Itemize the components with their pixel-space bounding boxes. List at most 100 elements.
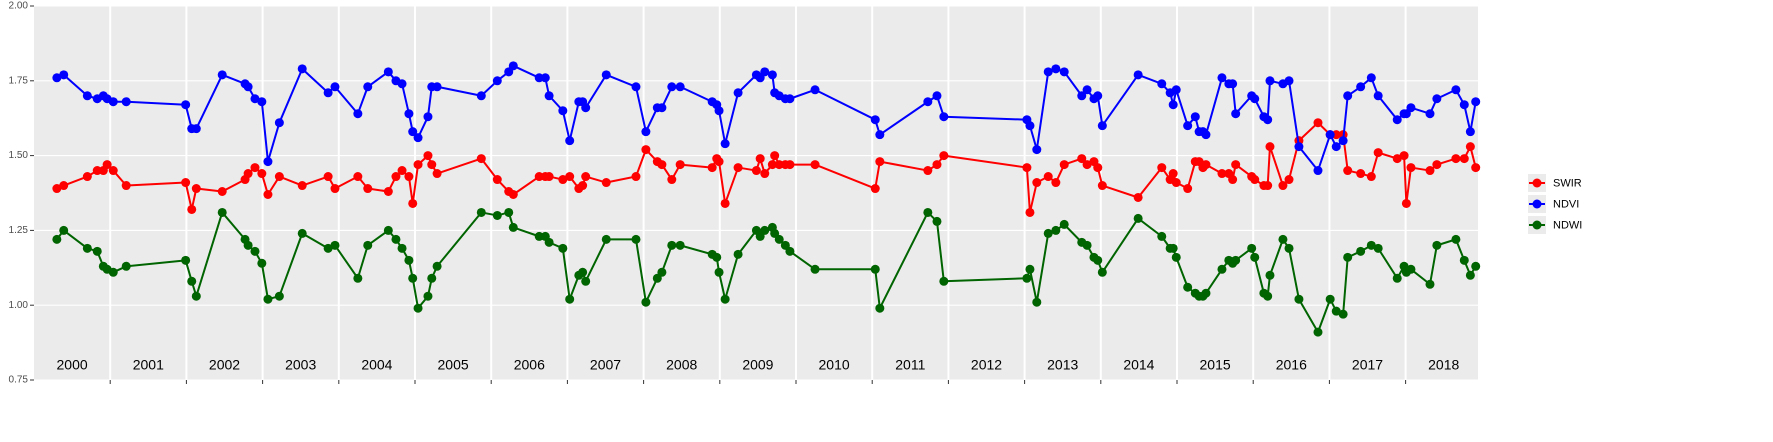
data-point	[1183, 121, 1193, 131]
data-point	[492, 175, 502, 185]
data-point	[1171, 85, 1181, 95]
data-point	[257, 258, 267, 268]
data-point	[667, 175, 677, 185]
data-point	[427, 160, 437, 170]
data-point	[733, 163, 743, 173]
data-point	[250, 246, 260, 256]
data-point	[755, 154, 765, 164]
data-point	[92, 246, 102, 256]
legend-key-point	[1532, 178, 1542, 188]
data-point	[1231, 109, 1241, 119]
data-point	[1373, 148, 1383, 158]
data-point	[1465, 270, 1475, 280]
data-point	[1313, 166, 1323, 176]
data-point	[544, 172, 554, 182]
data-point	[1331, 306, 1341, 316]
data-point	[1231, 255, 1241, 265]
legend-label: SWIR	[1553, 177, 1582, 189]
data-point	[760, 67, 770, 77]
data-point	[1077, 154, 1087, 164]
data-point	[1343, 166, 1353, 176]
year-label: 2008	[666, 357, 697, 373]
data-point	[785, 94, 795, 104]
data-point	[810, 160, 820, 170]
data-point	[59, 225, 69, 235]
data-point	[581, 172, 591, 182]
data-point	[565, 294, 575, 304]
data-point	[52, 234, 62, 244]
data-point	[1025, 121, 1035, 131]
data-point	[578, 181, 588, 191]
data-point	[1051, 225, 1061, 235]
year-label: 2000	[57, 357, 88, 373]
legend-key-point	[1532, 199, 1542, 209]
data-point	[1183, 282, 1193, 292]
data-point	[508, 61, 518, 71]
data-point	[263, 294, 273, 304]
data-point	[432, 261, 442, 271]
data-point	[413, 160, 423, 170]
year-label: 2010	[819, 357, 850, 373]
data-point	[274, 118, 284, 128]
data-point	[1406, 103, 1416, 113]
data-point	[1406, 264, 1416, 274]
data-point	[1201, 288, 1211, 298]
data-point	[187, 204, 197, 214]
data-point	[1471, 163, 1481, 173]
data-point	[939, 276, 949, 286]
data-point	[1263, 181, 1273, 191]
data-point	[404, 109, 414, 119]
data-point	[923, 207, 933, 217]
data-point	[102, 160, 112, 170]
data-point	[1247, 243, 1257, 253]
year-label: 2014	[1123, 357, 1154, 373]
data-point	[397, 79, 407, 89]
data-point	[504, 207, 514, 217]
data-point	[707, 163, 717, 173]
data-point	[1265, 270, 1275, 280]
data-point	[82, 172, 92, 182]
plot-panel	[34, 6, 1478, 380]
data-point	[751, 166, 761, 176]
year-label: 2011	[895, 357, 925, 373]
data-point	[785, 160, 795, 170]
data-point	[1133, 192, 1143, 202]
data-point	[1465, 142, 1475, 152]
data-point	[257, 97, 267, 107]
data-point	[1190, 112, 1200, 122]
year-label: 2004	[361, 357, 392, 373]
data-point	[404, 172, 414, 182]
data-point	[408, 198, 418, 208]
data-point	[1356, 246, 1366, 256]
data-point	[544, 91, 554, 101]
data-point	[1465, 127, 1475, 137]
data-point	[1313, 327, 1323, 337]
data-point	[383, 225, 393, 235]
y-tick-label: 1.00	[9, 300, 29, 311]
data-point	[121, 261, 131, 271]
data-point	[1425, 279, 1435, 289]
data-point	[263, 157, 273, 167]
data-point	[1278, 181, 1288, 191]
data-point	[1459, 255, 1469, 265]
data-point	[263, 189, 273, 199]
data-point	[714, 157, 724, 167]
data-point	[181, 178, 191, 188]
data-point	[558, 106, 568, 116]
data-point	[1093, 91, 1103, 101]
year-label: 2012	[971, 357, 1002, 373]
data-point	[250, 94, 260, 104]
data-point	[1043, 172, 1053, 182]
data-point	[408, 273, 418, 283]
data-point	[767, 70, 777, 80]
data-point	[1284, 76, 1294, 86]
data-point	[1082, 85, 1092, 95]
data-point	[1294, 142, 1304, 152]
data-point	[363, 240, 373, 250]
data-point	[297, 181, 307, 191]
year-label: 2016	[1276, 357, 1307, 373]
data-point	[297, 228, 307, 238]
data-point	[1284, 243, 1294, 253]
data-point	[1366, 73, 1376, 83]
data-point	[1157, 163, 1167, 173]
